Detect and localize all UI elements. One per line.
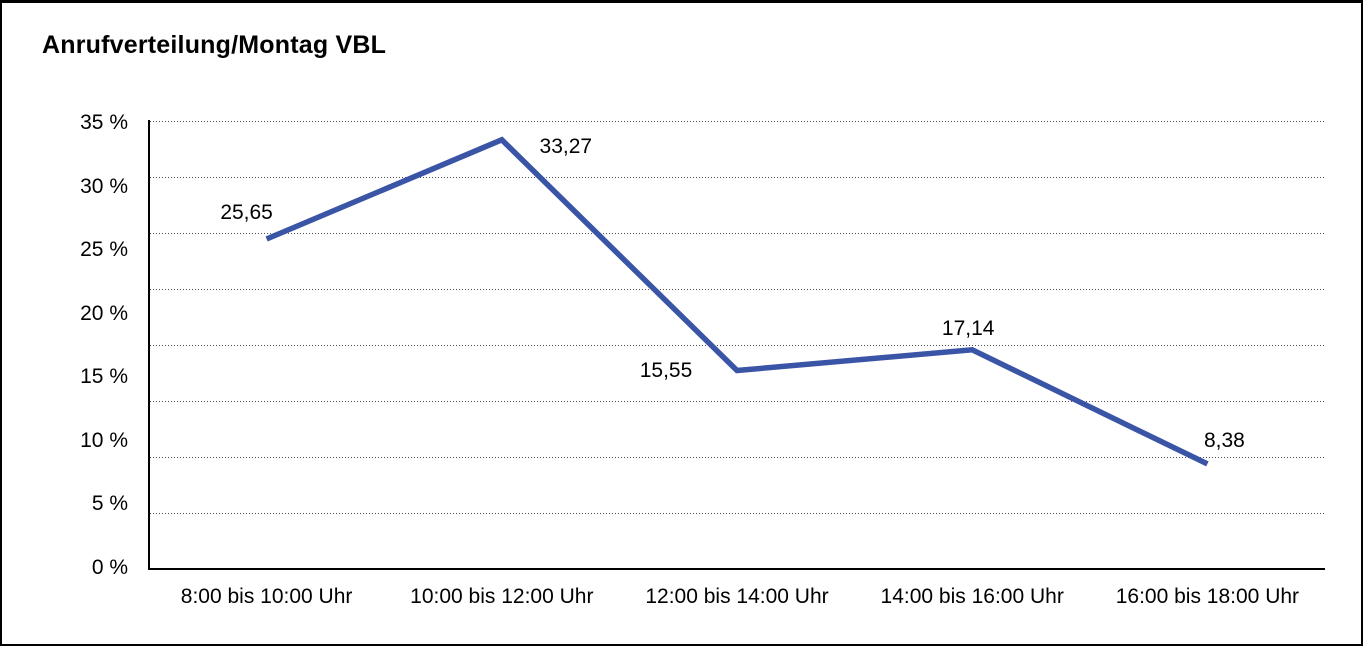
line-series-svg [265,136,1209,467]
plot-area: 35 % 30 % 25 % 20 % 15 % 10 % 5 % 0 % 25,65 33,2… [2,3,1363,649]
gridline [150,401,1325,402]
gridline [150,233,1325,234]
y-tick-label: 30 % [80,174,128,198]
gridline [150,345,1325,346]
value-label: 25,65 [220,201,273,225]
value-label: 17,14 [941,316,995,340]
y-tick-label: 25 % [80,238,128,262]
gridline [150,121,1325,122]
value-label: 33,27 [539,134,593,158]
x-tick-label: 14:00 bis 16:00 Uhr [880,585,1064,608]
value-label: 8,38 [1203,428,1245,452]
y-tick-label: 20 % [80,301,128,325]
y-tick-label: 5 % [91,492,128,516]
series-line [265,136,1209,467]
x-tick-label: 12:00 bis 14:00 Uhr [645,585,829,608]
y-axis-line [148,120,150,570]
gridline [150,457,1325,458]
y-tick-label: 15 % [80,365,128,389]
x-tick-label: 16:00 bis 18:00 Uhr [1115,585,1300,608]
chart-title: Anrufverteilung/Montag VBL [42,31,387,59]
x-tick-label: 8:00 bis 10:00 Uhr [180,585,353,608]
x-axis-line [148,568,1325,570]
y-tick-label: 35 % [80,111,128,134]
value-label: 15,55 [639,358,693,382]
gridline [150,289,1325,290]
gridline [150,177,1325,178]
y-tick-label: 10 % [80,428,128,452]
gridline [150,513,1325,514]
y-tick-label: 0 % [91,556,128,579]
x-tick-label: 10:00 bis 12:00 Uhr [410,585,594,608]
